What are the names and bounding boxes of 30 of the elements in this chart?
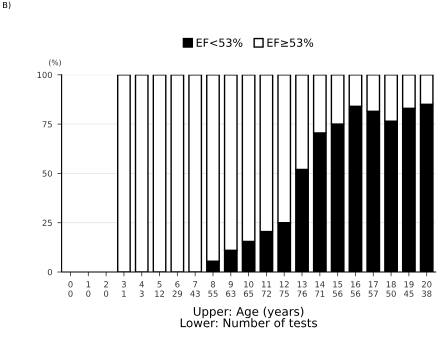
x-tick-label: 9 63 <box>226 281 236 297</box>
x-tick-label: 16 56 <box>350 281 360 297</box>
legend-label: EF≥53% <box>267 38 314 47</box>
y-tick-label: 75 <box>42 121 52 128</box>
x-tick-label: 11 72 <box>262 281 271 297</box>
x-tick-label: 15 56 <box>332 281 342 297</box>
x-tick-label: 13 76 <box>297 281 307 297</box>
x-tick-label: 0 0 <box>68 281 73 297</box>
x-tick-label: 6 29 <box>172 281 182 297</box>
y-tick-label: 0 <box>48 268 52 276</box>
y-tick-label: 50 <box>42 170 52 177</box>
y-tick-label: 100 <box>38 72 52 78</box>
x-tick-label: 8 55 <box>208 281 218 297</box>
x-axis-title: Upper: Age (years) Lower: Number of tests <box>180 306 318 328</box>
x-tick-label: 18 50 <box>386 281 396 297</box>
x-tick-label: 4 3 <box>140 281 144 297</box>
x-tick-label: 12 75 <box>280 281 289 297</box>
x-tick-label: 2 0 <box>104 281 108 297</box>
x-tick-label: 7 43 <box>190 281 200 297</box>
y-tick-label: 25 <box>42 220 52 226</box>
x-tick-label: 10 65 <box>244 281 254 297</box>
x-tick-label: 19 45 <box>404 281 414 297</box>
x-tick-label: 1 0 <box>86 281 90 297</box>
text: B) <box>3 2 10 10</box>
x-tick-label: 5 12 <box>155 281 164 297</box>
legend-label: EF<53% <box>196 38 242 47</box>
x-tick-label: 17 57 <box>368 281 378 297</box>
x-tick-label: 20 38 <box>422 281 432 297</box>
x-tick-label: 14 71 <box>315 281 325 297</box>
x-tick-label: 3 1 <box>122 281 126 297</box>
